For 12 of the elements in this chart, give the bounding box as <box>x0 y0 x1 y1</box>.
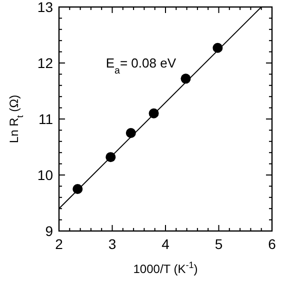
x-tick-label: 3 <box>108 236 116 252</box>
y-tick-label: 11 <box>38 110 54 127</box>
x-tick-label: 4 <box>162 236 170 252</box>
x-axis-title: 1000/T (K$^{-1}$) <box>133 260 198 276</box>
x-tick-label: 6 <box>268 236 276 252</box>
y-tick-label: 10 <box>37 166 54 183</box>
y-tick-label: 13 <box>37 0 54 15</box>
y-tick-label: 12 <box>37 54 54 71</box>
annotation: E$_{a}$= 0.08 eV <box>106 55 176 76</box>
y-tick-label: 9 <box>45 222 54 239</box>
x-tick-label: 5 <box>214 236 223 252</box>
x-tick-label: 2 <box>55 236 64 252</box>
